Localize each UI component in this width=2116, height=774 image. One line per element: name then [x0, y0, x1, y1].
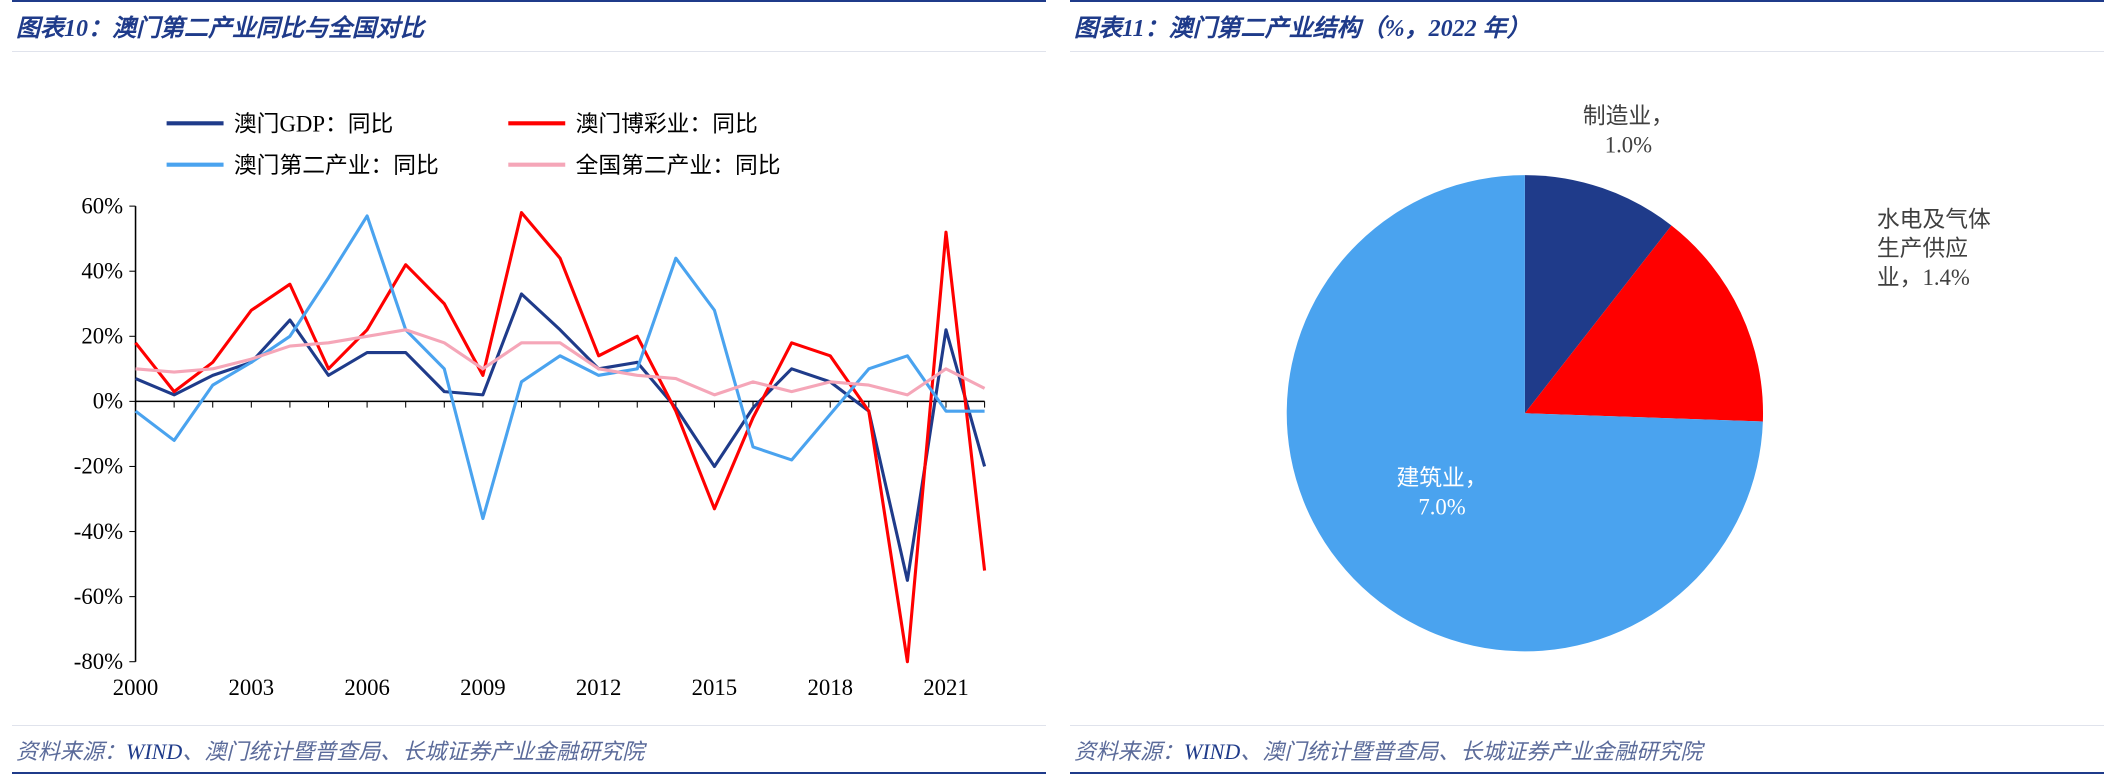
svg-text:2018: 2018	[807, 675, 853, 700]
svg-text:澳门第二产业：同比: 澳门第二产业：同比	[234, 153, 439, 178]
svg-text:生产供应: 生产供应	[1877, 236, 1968, 261]
svg-text:1.0%: 1.0%	[1605, 132, 1652, 157]
svg-text:-40%: -40%	[74, 519, 123, 544]
source-rest: 、澳门统计暨普查局、长城证券产业金融研究院	[182, 739, 644, 764]
svg-text:澳门博彩业：同比: 澳门博彩业：同比	[576, 112, 758, 137]
chart10-title: 图表10：澳门第二产业同比与全国对比	[12, 0, 1046, 52]
svg-text:60%: 60%	[81, 193, 123, 218]
svg-text:2021: 2021	[923, 675, 969, 700]
svg-text:2003: 2003	[229, 675, 275, 700]
series-全国第二产业：同比	[136, 330, 985, 395]
source-prefix: 资料来源：	[1074, 739, 1184, 764]
svg-text:2000: 2000	[113, 675, 159, 700]
chart11-source: 资料来源：WIND、澳门统计暨普查局、长城证券产业金融研究院	[1070, 725, 2104, 774]
pie-chart: 制造业， 1.0% 水电及气体生产供应业，1.4% 建筑业， 7.0%	[1090, 60, 2084, 725]
svg-text:7.0%: 7.0%	[1418, 495, 1465, 520]
series-澳门博彩业：同比	[136, 213, 985, 662]
svg-text:2015: 2015	[692, 675, 738, 700]
series-澳门GDP：同比	[136, 294, 985, 580]
source-prefix: 资料来源：	[16, 739, 126, 764]
left-panel: 图表10：澳门第二产业同比与全国对比 澳门GDP：同比 澳门博彩业：同比澳门第二产…	[0, 0, 1058, 774]
svg-text:全国第二产业：同比: 全国第二产业：同比	[576, 153, 781, 178]
source-wind: WIND	[1184, 739, 1240, 764]
svg-text:-80%: -80%	[74, 649, 123, 674]
svg-text:2012: 2012	[576, 675, 622, 700]
svg-text:水电及气体: 水电及气体	[1877, 207, 1991, 232]
right-panel: 图表11：澳门第二产业结构（%，2022 年） 制造业， 1.0% 水电及气体生产供…	[1058, 0, 2116, 774]
svg-text:20%: 20%	[81, 324, 123, 349]
svg-text:澳门GDP：同比: 澳门GDP：同比	[234, 112, 393, 137]
svg-text:-60%: -60%	[74, 584, 123, 609]
chart11-area: 制造业， 1.0% 水电及气体生产供应业，1.4% 建筑业， 7.0%	[1070, 52, 2104, 725]
svg-text:-20%: -20%	[74, 454, 123, 479]
chart10-source: 资料来源：WIND、澳门统计暨普查局、长城证券产业金融研究院	[12, 725, 1046, 774]
svg-text:0%: 0%	[93, 389, 123, 414]
svg-text:40%: 40%	[81, 258, 123, 283]
svg-text:业，1.4%: 业，1.4%	[1877, 265, 1970, 290]
chart11-title: 图表11：澳门第二产业结构（%，2022 年）	[1070, 0, 2104, 52]
svg-text:2009: 2009	[460, 675, 506, 700]
chart10-area: 澳门GDP：同比 澳门博彩业：同比澳门第二产业：同比 全国第二产业：同比 -80% -6…	[12, 52, 1046, 725]
svg-text:2006: 2006	[344, 675, 390, 700]
source-wind: WIND	[126, 739, 182, 764]
line-chart: 澳门GDP：同比 澳门博彩业：同比澳门第二产业：同比 全国第二产业：同比 -80% -6…	[32, 60, 1026, 725]
svg-text:建筑业，: 建筑业，	[1397, 466, 1488, 491]
legend: 澳门GDP：同比 澳门博彩业：同比澳门第二产业：同比 全国第二产业：同比	[167, 112, 781, 178]
svg-text:制造业，: 制造业，	[1583, 103, 1674, 128]
source-rest: 、澳门统计暨普查局、长城证券产业金融研究院	[1240, 739, 1702, 764]
